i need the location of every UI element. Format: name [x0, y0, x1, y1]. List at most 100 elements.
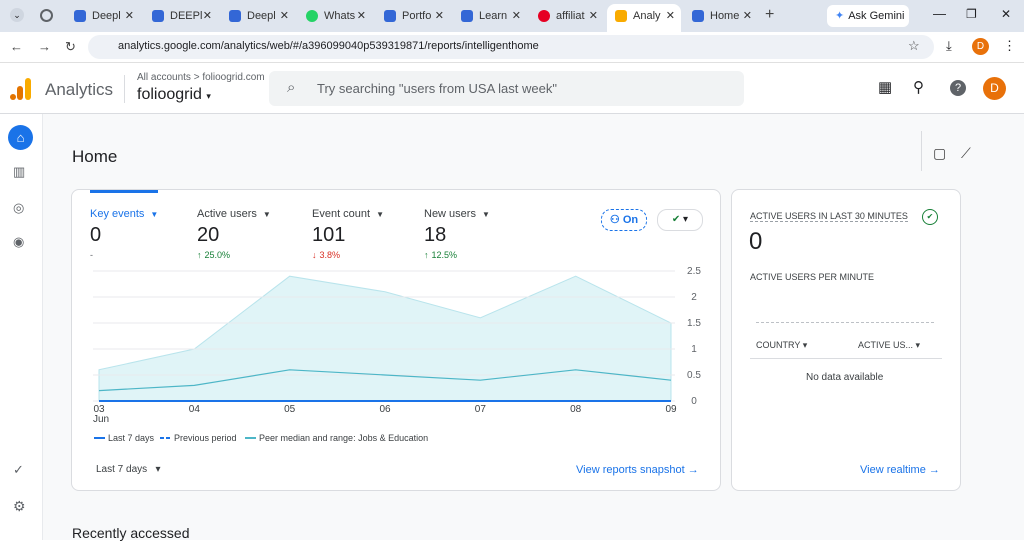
nav-advertising[interactable]: ◉	[13, 234, 25, 249]
nav-home[interactable]: ⌂	[8, 125, 33, 150]
tab[interactable]: DEEPl ✕	[144, 4, 218, 28]
metric-value: 18	[424, 224, 447, 246]
tab-close[interactable]: ✕	[665, 10, 675, 22]
nav-configure[interactable]: ✓	[13, 462, 24, 477]
toggle-label: On	[622, 214, 639, 226]
metric-name: New users	[424, 208, 476, 220]
tab-title: Deepl	[247, 10, 276, 22]
realtime-title: ACTIVE USERS IN LAST 30 MINUTES	[750, 211, 908, 222]
tab[interactable]: Deepl ✕	[221, 4, 295, 28]
tab-search[interactable]: ⌄	[10, 8, 24, 22]
tab-close[interactable]: ✕	[588, 10, 598, 22]
property: folioogrid	[137, 86, 202, 103]
minimize[interactable]: —	[933, 6, 946, 21]
back[interactable]: ←	[10, 39, 23, 54]
tab-close[interactable]: ✕	[356, 10, 366, 22]
column-label: COUNTRY	[756, 340, 801, 350]
metric-label: New users ▼	[424, 208, 490, 220]
dropdown: ▼	[150, 210, 159, 219]
search-box[interactable]: ⌕ Try searching "users from USA last wee…	[269, 71, 744, 106]
arrow: ↑	[197, 250, 202, 260]
tab[interactable]: Analy ✕	[607, 4, 681, 32]
tab[interactable]: affiliat ✕	[530, 4, 604, 28]
property-picker[interactable]: folioogrid ▾	[137, 86, 211, 103]
status-menu[interactable]: ✔ ▾	[657, 209, 703, 231]
metric[interactable]: Event count ▼ 101 ↓ 3.8%	[312, 208, 384, 260]
tab-close[interactable]: ✕	[511, 10, 521, 22]
dropdown: ▼	[376, 210, 385, 219]
close-window[interactable]: ✕	[1001, 7, 1012, 21]
snapshot-label: View reports snapshot	[576, 464, 685, 476]
tab-close[interactable]: ✕	[742, 10, 752, 22]
bookmark[interactable]: ☆	[908, 38, 920, 53]
tab[interactable]: Home ✕	[684, 4, 758, 28]
tab-close[interactable]: ✕	[279, 10, 289, 22]
downloads[interactable]: ⤓	[946, 38, 952, 53]
profile[interactable]: D	[972, 38, 989, 55]
tab[interactable]: Deepl ✕	[66, 4, 140, 28]
metric-label: Event count ▼	[312, 208, 384, 220]
account-avatar[interactable]: D	[983, 77, 1006, 100]
metric-name: Event count	[312, 208, 371, 220]
overview-card: Key events ▼ 0- Active users ▼ 20 ↑ 25.0% Event …	[71, 189, 721, 491]
apps[interactable]: ▦	[878, 79, 893, 96]
dropdown: ▼	[262, 210, 271, 219]
insights[interactable]: ⚲	[913, 79, 924, 96]
tab[interactable]: Whats ✕	[298, 4, 372, 28]
main: Home ▢ ⟋ Key events ▼ 0- Active users ▼ 20 ↑ 25…	[43, 114, 1024, 541]
metric-change: ↑ 12.5%	[424, 250, 490, 260]
restore[interactable]: ❐	[966, 7, 977, 21]
product-name: Analytics	[45, 80, 114, 99]
metric-value: 101	[312, 224, 346, 246]
metric-label: Active users ▼	[197, 208, 271, 220]
omnibox[interactable]: analytics.google.com/analytics/web/#/a39…	[88, 35, 934, 59]
reload[interactable]: ↻	[65, 39, 76, 54]
notes[interactable]: ▢	[933, 145, 947, 161]
nav-admin[interactable]: ⚙	[13, 498, 26, 514]
metric-change: -	[90, 250, 158, 260]
metric[interactable]: Key events ▼ 0 -	[90, 208, 158, 260]
empty-message: No data available	[806, 372, 884, 383]
breadcrumb[interactable]: All accounts > folioogrid.com	[137, 72, 265, 83]
tab[interactable]: Portfo ✕	[376, 4, 450, 28]
ga-header: Analytics All accounts > folioogrid.com …	[0, 63, 1024, 114]
tab-close[interactable]: ✕	[434, 10, 444, 22]
comparison-toggle[interactable]: ⚇ On	[601, 209, 647, 231]
insights-toggle[interactable]: ⟋	[961, 145, 971, 161]
favicon	[306, 10, 318, 22]
tab-title: affiliat	[556, 10, 585, 22]
realtime-link[interactable]: View realtime →	[860, 464, 940, 476]
metric-name: Active users	[197, 208, 257, 220]
tab-close[interactable]: ✕	[124, 10, 134, 22]
tab-title: Whats	[324, 10, 356, 22]
date-range-label: Last 7 days	[96, 464, 148, 475]
tab-close[interactable]: ✕	[202, 10, 212, 22]
ga-logo	[10, 78, 31, 100]
ask-gemini[interactable]: ✦ Ask Gemini	[827, 5, 909, 27]
search-placeholder: Try searching "users from USA last week"	[317, 81, 557, 96]
tab[interactable]: Learn ✕	[453, 4, 527, 28]
forward[interactable]: →	[38, 39, 51, 54]
realtime-card: ACTIVE USERS IN LAST 30 MINUTES ✔ 0 ACTI…	[731, 189, 961, 491]
nav-reports[interactable]: ▥	[13, 164, 26, 179]
nav-explore[interactable]: ◎	[13, 200, 25, 215]
account: folioogrid.com	[202, 72, 265, 83]
column-country[interactable]: COUNTRY ▾	[756, 340, 808, 350]
help[interactable]: ?	[950, 80, 966, 96]
url: analytics.google.com/analytics/web/#/a39…	[118, 40, 539, 52]
snapshot-link[interactable]: View reports snapshot →	[576, 464, 699, 476]
menu[interactable]: ⋮	[1003, 38, 1016, 53]
new-tab[interactable]: +	[765, 6, 775, 23]
tab-title: Analy	[633, 10, 661, 22]
pinned-tab[interactable]	[40, 9, 53, 22]
favicon	[152, 10, 164, 22]
date-range[interactable]: Last 7 days ▾	[96, 464, 161, 475]
favicon	[74, 10, 86, 22]
metric[interactable]: New users ▼ 18 ↑ 12.5%	[424, 208, 490, 260]
per-minute-title: ACTIVE USERS PER MINUTE	[750, 272, 875, 282]
column-active[interactable]: ACTIVE US... ▾	[858, 340, 921, 350]
metric[interactable]: Active users ▼ 20 ↑ 25.0%	[197, 208, 271, 260]
metric-value: 20	[197, 224, 220, 246]
dropdown: ▼	[481, 210, 490, 219]
breadcrumb-root: All accounts	[137, 72, 191, 83]
